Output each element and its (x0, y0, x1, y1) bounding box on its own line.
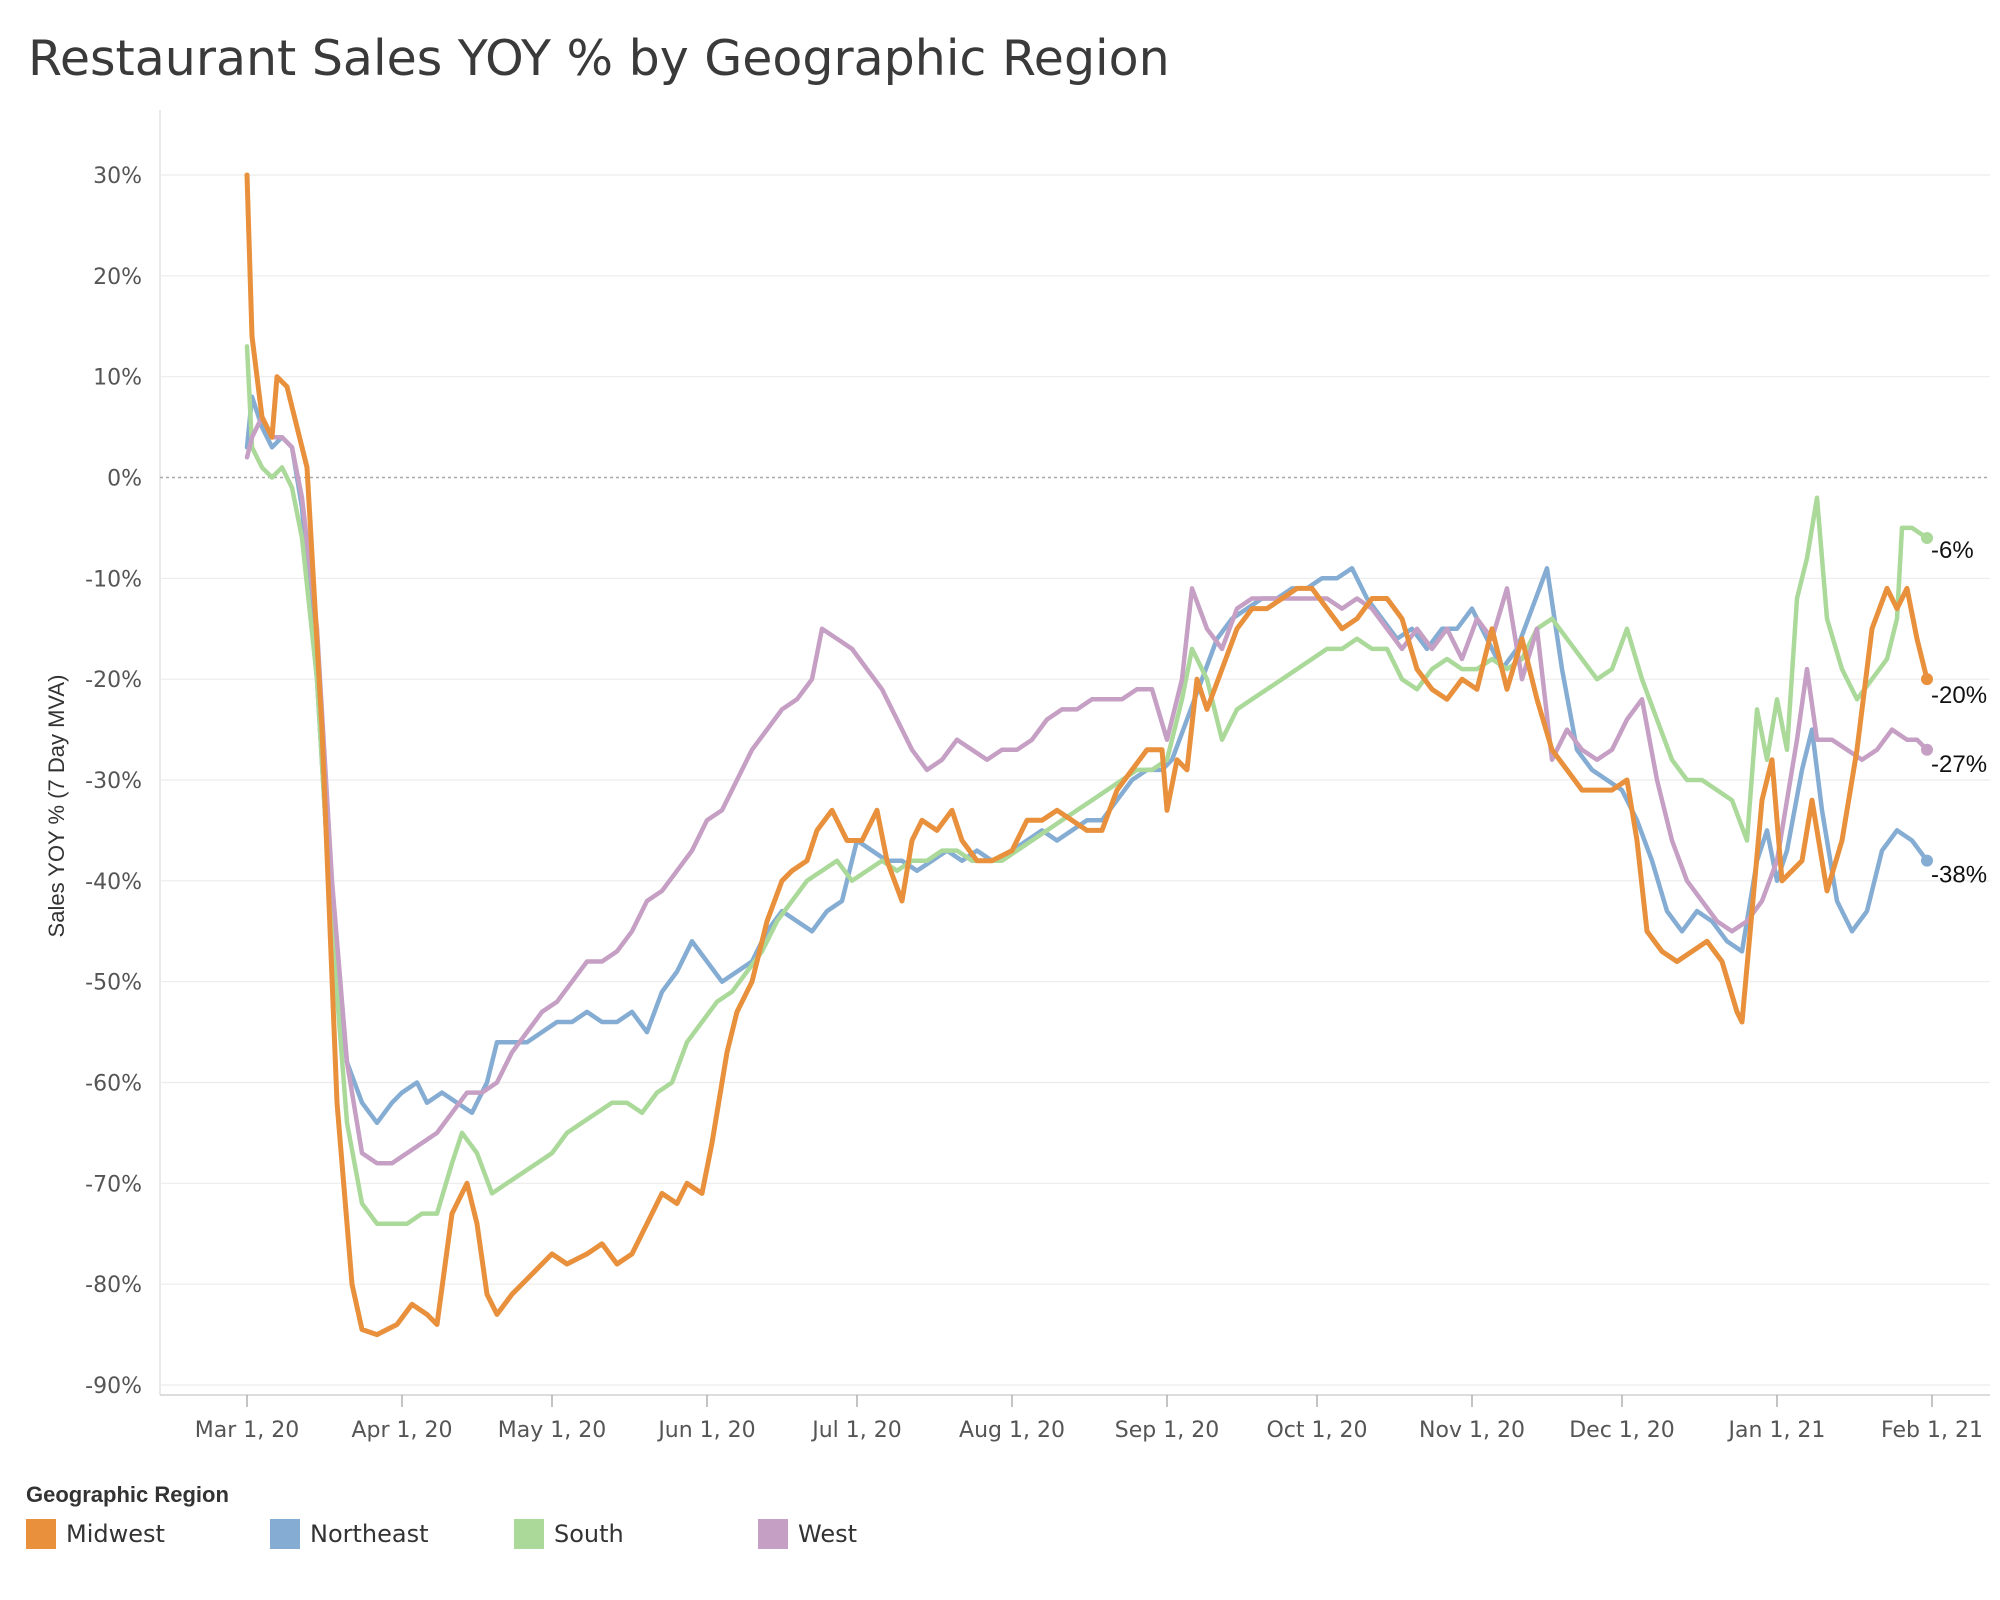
x-tick-label: Nov 1, 20 (1419, 1418, 1525, 1443)
y-tick-label: -20% (85, 668, 142, 693)
series-line-midwest[interactable] (244, 172, 1930, 1338)
series-line-northeast[interactable] (244, 394, 1930, 1126)
x-tick-label: Jun 1, 20 (656, 1418, 755, 1443)
legend-swatch (514, 1519, 544, 1549)
x-tick-label: Aug 1, 20 (959, 1418, 1065, 1443)
end-label-south: -6% (1931, 537, 1974, 564)
end-labels: -20% -38% -6% -27% (1931, 537, 1987, 889)
x-tick-label: May 1, 20 (498, 1418, 606, 1443)
x-tick-label: Apr 1, 20 (351, 1418, 452, 1443)
end-point-south[interactable] (1921, 532, 1933, 544)
y-tick-label: -40% (85, 870, 142, 895)
x-tick-label: Oct 1, 20 (1266, 1418, 1367, 1443)
legend-label: Northeast (310, 1520, 429, 1548)
series-line-west[interactable] (244, 414, 1930, 1166)
x-tick-label: Jul 1, 20 (810, 1418, 902, 1443)
legend-title: Geographic Region (26, 1482, 229, 1507)
y-tick-label: 30% (93, 164, 142, 189)
y-tick-label: 20% (93, 265, 142, 290)
chart-title: Restaurant Sales YOY % by Geographic Reg… (28, 30, 1170, 87)
legend-swatch (26, 1519, 56, 1549)
end-label-west: -27% (1931, 751, 1987, 778)
y-tick-label: -90% (85, 1374, 142, 1399)
x-tick-label: Sep 1, 20 (1115, 1418, 1219, 1443)
gridlines (159, 110, 1990, 1396)
legend: Geographic Region Midwest Northeast Sout… (26, 1482, 1026, 1552)
y-axis: 30% 20% 10% 0% -10% -20% -30% -40% -50% -60% -70% -… (85, 164, 142, 1399)
y-axis-label: Sales YOY % (7 Day MVA) (44, 675, 69, 938)
series-line-south[interactable] (244, 344, 1930, 1226)
legend-item-northeast[interactable]: Northeast (270, 1518, 429, 1550)
legend-item-midwest[interactable]: Midwest (26, 1518, 165, 1550)
end-point-northeast[interactable] (1921, 854, 1933, 867)
x-tick-label: Feb 1, 21 (1881, 1418, 1983, 1443)
legend-label: South (554, 1520, 624, 1548)
end-label-midwest: -20% (1931, 682, 1987, 709)
legend-label: Midwest (66, 1520, 165, 1548)
y-tick-label: 0% (107, 467, 142, 492)
y-tick-label: -80% (85, 1273, 142, 1298)
y-tick-label: -60% (85, 1072, 142, 1097)
y-tick-label: 10% (93, 366, 142, 391)
x-tick-label: Dec 1, 20 (1569, 1418, 1675, 1443)
legend-item-south[interactable]: South (514, 1518, 624, 1550)
legend-swatch (758, 1519, 788, 1549)
end-label-northeast: -38% (1931, 862, 1987, 889)
legend-item-west[interactable]: West (758, 1518, 857, 1550)
x-axis: Mar 1, 20 Apr 1, 20 May 1, 20 Jun 1, 20 Jul … (195, 1395, 1983, 1443)
y-tick-label: -10% (85, 567, 142, 592)
x-tick-label: Mar 1, 20 (195, 1418, 299, 1443)
y-tick-label: -30% (85, 769, 142, 794)
x-tick-label: Jan 1, 21 (1727, 1418, 1826, 1443)
end-point-west[interactable] (1921, 743, 1933, 756)
legend-label: West (798, 1520, 858, 1548)
end-point-midwest[interactable] (1921, 673, 1933, 686)
series-lines (244, 172, 1933, 1338)
y-tick-label: -50% (85, 971, 142, 996)
legend-swatch (270, 1519, 300, 1549)
y-tick-label: -70% (85, 1172, 142, 1197)
